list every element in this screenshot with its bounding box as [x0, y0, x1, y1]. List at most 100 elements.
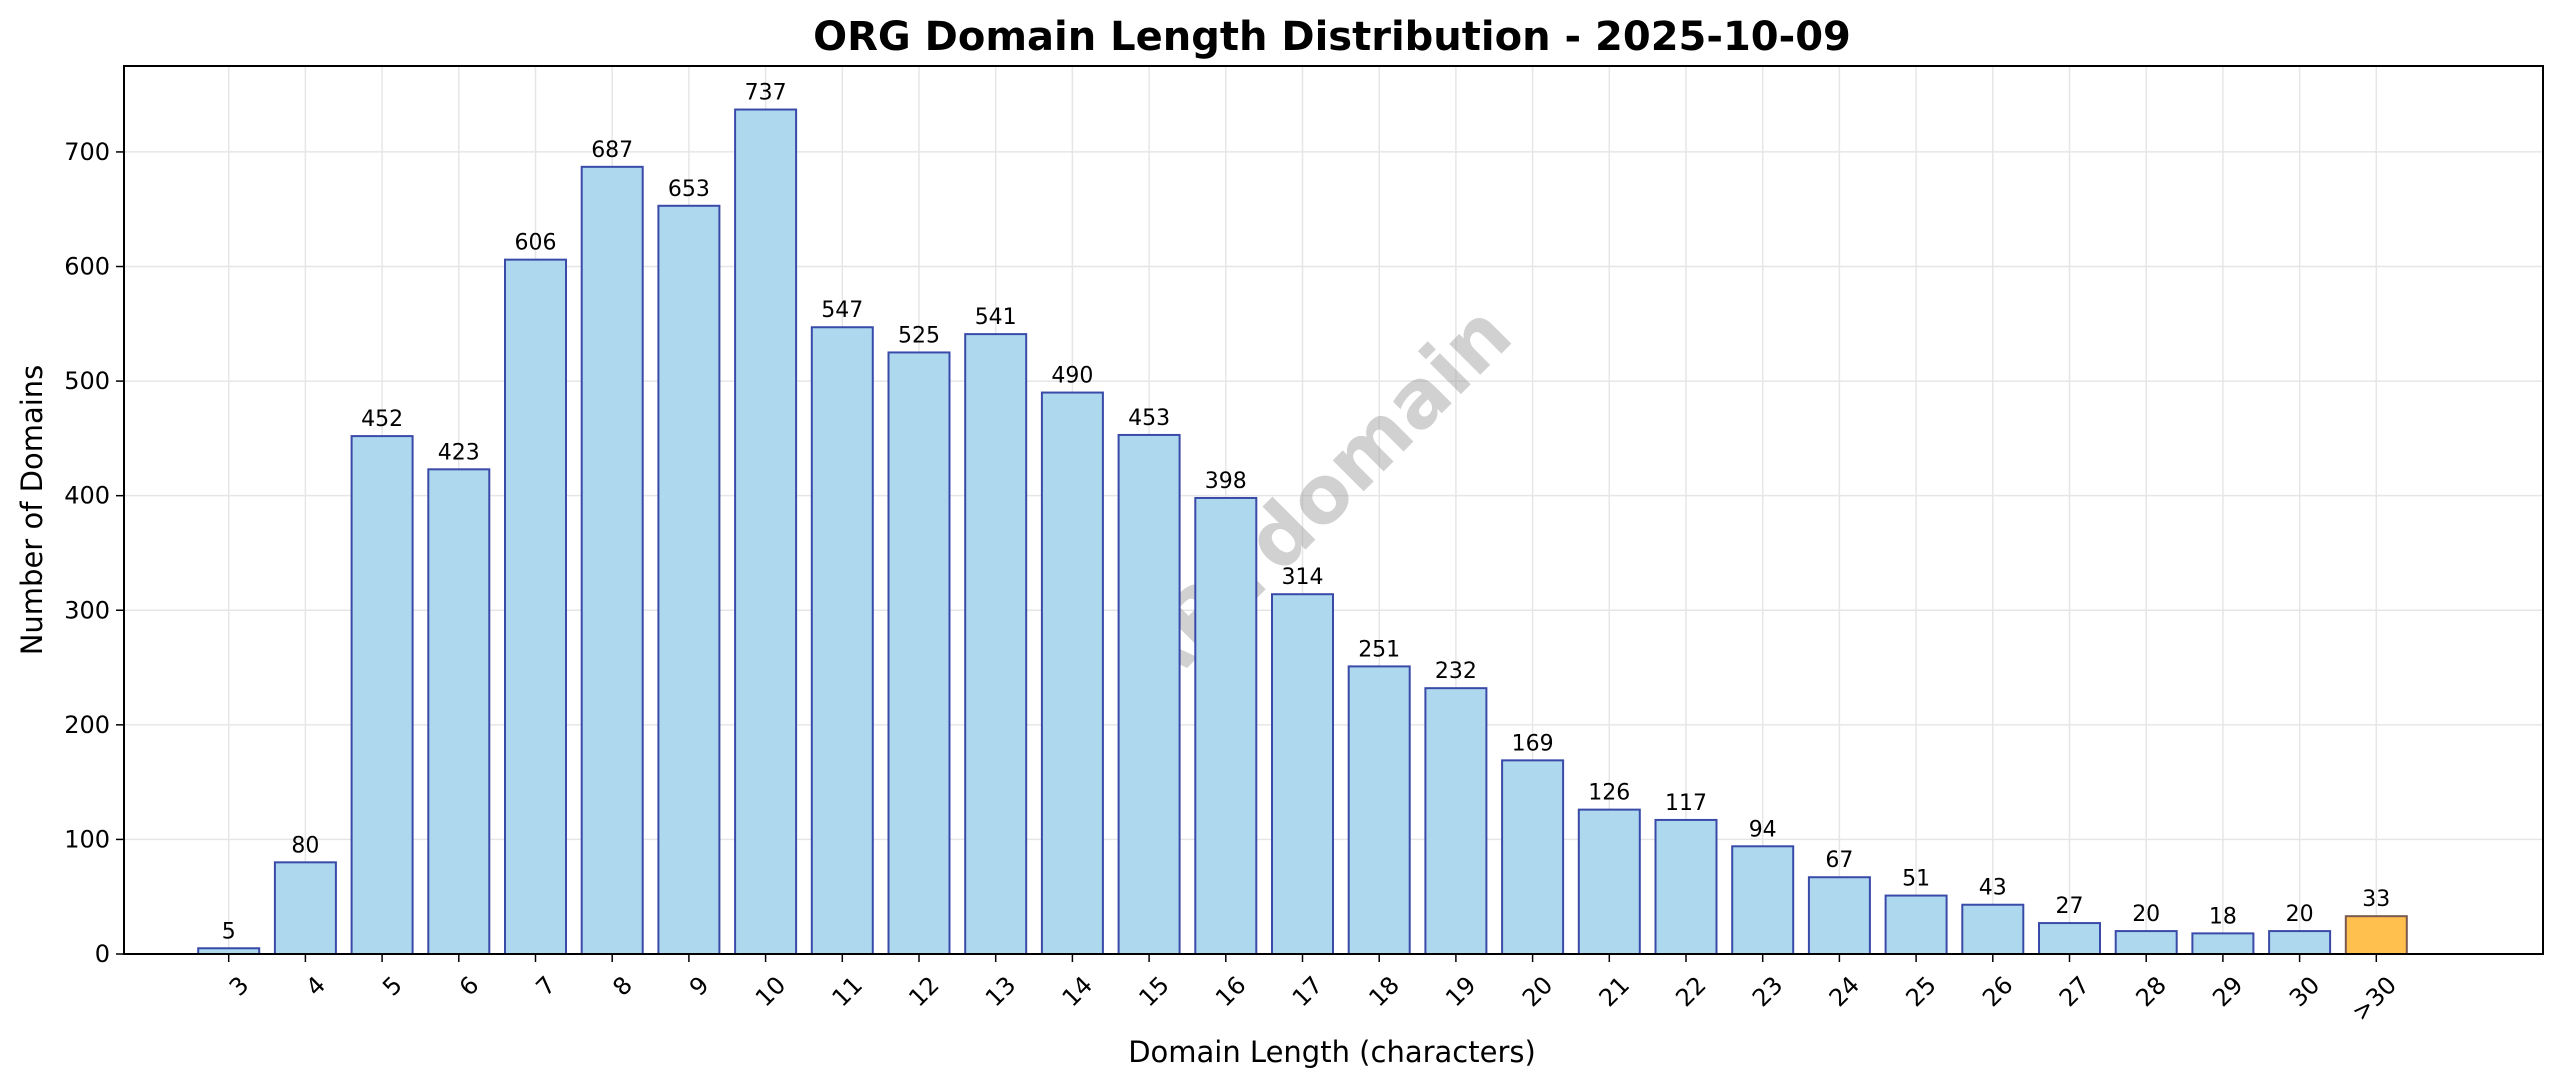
x-axis-ticks: 3 4 5 6 7 8 9 10 11 12 13 14 15 16 17 18 19 20 21 22 23 24 25 2… — [224, 954, 2402, 1027]
y-tick-label: 400 — [64, 482, 110, 510]
bar-14 — [1040, 391, 1104, 956]
x-tick-label: 16 — [1210, 971, 1251, 1012]
bar-value-label: 67 — [1825, 848, 1853, 873]
bar-value-label: 687 — [591, 138, 633, 163]
x-tick-label: 28 — [2130, 971, 2171, 1012]
y-tick-label: 600 — [64, 253, 110, 281]
bar-value-label: 398 — [1205, 469, 1247, 494]
bar-20 — [1501, 759, 1565, 955]
x-tick-label: 9 — [684, 971, 715, 1002]
bar-7 — [504, 258, 567, 955]
y-tick-label: 200 — [64, 711, 110, 739]
bar-value-label: 33 — [2362, 887, 2390, 912]
x-tick-label: 13 — [980, 971, 1021, 1012]
y-tick-label: 700 — [64, 138, 110, 166]
x-tick-label: 24 — [1824, 971, 1865, 1012]
bar-9 — [657, 204, 721, 955]
y-tick-label: 100 — [64, 825, 110, 853]
x-tick-label: 10 — [750, 971, 791, 1012]
x-tick-label: >30 — [2346, 971, 2402, 1027]
bar-value-label: 452 — [361, 407, 403, 432]
x-tick-label: 19 — [1440, 971, 1481, 1012]
bar-value-label: 5 — [222, 919, 236, 944]
bar-value-label: 117 — [1665, 791, 1707, 816]
bar-value-label: 737 — [745, 81, 787, 106]
bar-15 — [1117, 433, 1181, 955]
x-tick-label: 5 — [377, 971, 408, 1002]
y-tick-label: 0 — [95, 940, 110, 968]
bar-value-label: 547 — [821, 298, 863, 323]
bar-27 — [2038, 922, 2101, 956]
x-tick-label: 23 — [1747, 971, 1788, 1012]
bar-21 — [1577, 808, 1641, 955]
bar-28 — [2114, 930, 2178, 955]
bar-11 — [810, 326, 874, 955]
bar-labels-group: 5 80 452 423 606 687 653 737 547 525 541 490 453 398 3… — [222, 81, 2391, 945]
x-tick-label: 30 — [2284, 971, 2325, 1012]
x-tick-label: 22 — [1670, 971, 1711, 1012]
bar->30 — [2344, 915, 2408, 956]
y-axis-ticks: 0 100 200 300 400 500 600 700 — [64, 138, 124, 968]
bar-value-label: 314 — [1282, 565, 1324, 590]
x-tick-label: 27 — [2054, 971, 2095, 1012]
bar-value-label: 27 — [2056, 894, 2084, 919]
x-tick-label: 12 — [903, 971, 944, 1012]
bar-value-label: 43 — [1979, 876, 2007, 901]
x-tick-label: 26 — [1977, 971, 2018, 1012]
bar-value-label: 525 — [898, 323, 940, 348]
bar-19 — [1424, 687, 1488, 955]
bar-5 — [350, 435, 414, 956]
x-tick-label: 7 — [531, 971, 562, 1002]
y-axis-label: Number of Domains — [15, 365, 49, 656]
bar-value-label: 490 — [1051, 364, 1093, 389]
chart-title: ORG Domain Length Distribution - 2025-10… — [813, 14, 1851, 60]
x-tick-label: 29 — [2207, 971, 2248, 1012]
bar-value-label: 80 — [291, 833, 319, 858]
x-axis-label: Domain Length (characters) — [1128, 1035, 1536, 1069]
bar-4 — [273, 861, 337, 956]
x-tick-label: 25 — [1900, 971, 1941, 1012]
bars-group — [197, 108, 2408, 956]
bar-24 — [1807, 876, 1871, 955]
x-tick-label: 8 — [607, 971, 638, 1002]
bar-value-label: 169 — [1512, 731, 1554, 756]
x-tick-label: 6 — [454, 971, 485, 1002]
bar-25 — [1884, 894, 1948, 955]
bar-23 — [1731, 845, 1795, 955]
x-tick-label: 18 — [1363, 971, 1404, 1012]
x-tick-label: 21 — [1594, 971, 1635, 1012]
bar-value-label: 606 — [515, 231, 557, 256]
bar-10 — [734, 108, 798, 955]
bar-value-label: 51 — [1902, 867, 1930, 892]
x-tick-label: 4 — [300, 971, 331, 1002]
bar-6 — [427, 468, 491, 955]
bar-value-label: 94 — [1749, 817, 1777, 842]
x-tick-label: 3 — [224, 971, 255, 1002]
bar-value-label: 251 — [1358, 637, 1400, 662]
bar-29 — [2191, 932, 2255, 956]
bar-8 — [580, 165, 644, 955]
bar-16 — [1194, 496, 1258, 955]
bar-value-label: 20 — [2286, 902, 2314, 927]
bar-value-label: 126 — [1588, 781, 1630, 806]
y-tick-label: 300 — [64, 596, 110, 624]
bar-value-label: 423 — [438, 440, 480, 465]
bar-value-label: 541 — [975, 305, 1017, 330]
bar-value-label: 453 — [1128, 406, 1170, 431]
bar-value-label: 18 — [2209, 904, 2237, 929]
x-tick-label: 20 — [1517, 971, 1558, 1012]
plot-frame — [123, 65, 2544, 955]
x-tick-label: 11 — [827, 971, 868, 1012]
bar-12 — [887, 351, 951, 955]
x-tick-label: 17 — [1287, 971, 1328, 1012]
bar-17 — [1271, 593, 1334, 956]
bar-value-label: 232 — [1435, 659, 1477, 684]
bar-22 — [1654, 818, 1718, 956]
bar-value-label: 653 — [668, 177, 710, 202]
bar-26 — [1961, 903, 2025, 956]
bar-13 — [964, 333, 1028, 955]
x-tick-label: 14 — [1057, 971, 1098, 1012]
bar-18 — [1347, 665, 1411, 955]
x-tick-label: 15 — [1133, 971, 1174, 1012]
